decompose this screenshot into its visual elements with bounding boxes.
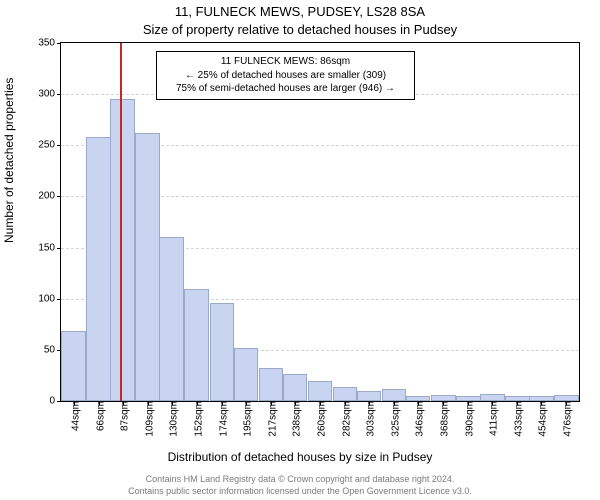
histogram-bar xyxy=(308,381,333,401)
ytick-label: 0 xyxy=(49,396,61,407)
xtick-label: 109sqm xyxy=(140,401,155,437)
x-axis-label: Distribution of detached houses by size … xyxy=(0,450,600,464)
infobox-line1: 11 FULNECK MEWS: 86sqm xyxy=(163,55,408,69)
ytick-label: 150 xyxy=(38,242,61,253)
ytick-label: 100 xyxy=(38,293,61,304)
xtick-label: 195sqm xyxy=(238,401,253,437)
xtick-label: 476sqm xyxy=(559,401,574,437)
y-axis-label: Number of detached properties xyxy=(2,78,16,243)
xtick-label: 390sqm xyxy=(461,401,476,437)
histogram-bar xyxy=(61,331,86,401)
xtick-label: 303sqm xyxy=(362,401,377,437)
xtick-label: 44sqm xyxy=(66,401,81,431)
histogram-bar xyxy=(480,394,505,401)
histogram-bar xyxy=(110,99,135,401)
ytick-label: 350 xyxy=(38,38,61,49)
xtick-label: 130sqm xyxy=(164,401,179,437)
histogram-bar xyxy=(135,133,160,401)
xtick-label: 66sqm xyxy=(91,401,106,431)
xtick-label: 260sqm xyxy=(313,401,328,437)
xtick-label: 325sqm xyxy=(387,401,402,437)
xtick-label: 238sqm xyxy=(287,401,302,437)
footer-copyright-1: Contains HM Land Registry data © Crown c… xyxy=(0,474,600,484)
page-title-desc: Size of property relative to detached ho… xyxy=(0,22,600,37)
histogram-bar xyxy=(333,387,358,401)
xtick-label: 368sqm xyxy=(436,401,451,437)
footer-copyright-2: Contains public sector information licen… xyxy=(0,486,600,496)
ytick-label: 50 xyxy=(44,344,61,355)
infobox-line2: ← 25% of detached houses are smaller (30… xyxy=(163,69,408,83)
xtick-label: 411sqm xyxy=(485,401,500,436)
histogram-bar xyxy=(283,374,308,401)
xtick-label: 454sqm xyxy=(534,401,549,437)
histogram-bar xyxy=(234,348,259,401)
histogram-bar xyxy=(86,137,111,401)
xtick-label: 346sqm xyxy=(411,401,426,437)
histogram-bar xyxy=(357,391,382,401)
histogram-bar xyxy=(159,237,184,401)
histogram-bar xyxy=(382,389,407,401)
xtick-label: 282sqm xyxy=(338,401,353,437)
xtick-label: 217sqm xyxy=(263,401,278,437)
reference-info-box: 11 FULNECK MEWS: 86sqm ← 25% of detached… xyxy=(156,51,415,100)
ytick-label: 300 xyxy=(38,89,61,100)
ytick-label: 200 xyxy=(38,191,61,202)
ytick-label: 250 xyxy=(38,140,61,151)
histogram-bar xyxy=(210,303,235,401)
xtick-label: 433sqm xyxy=(510,401,525,437)
xtick-label: 152sqm xyxy=(189,401,204,437)
histogram-plot: 05010015020025030035044sqm66sqm87sqm109s… xyxy=(60,42,580,402)
histogram-bar xyxy=(184,289,209,402)
page-title-address: 11, FULNECK MEWS, PUDSEY, LS28 8SA xyxy=(0,4,600,19)
reference-line xyxy=(120,43,122,401)
xtick-label: 87sqm xyxy=(115,401,130,431)
xtick-label: 174sqm xyxy=(214,401,229,437)
infobox-line3: 75% of semi-detached houses are larger (… xyxy=(163,82,408,96)
histogram-bar xyxy=(259,368,284,401)
